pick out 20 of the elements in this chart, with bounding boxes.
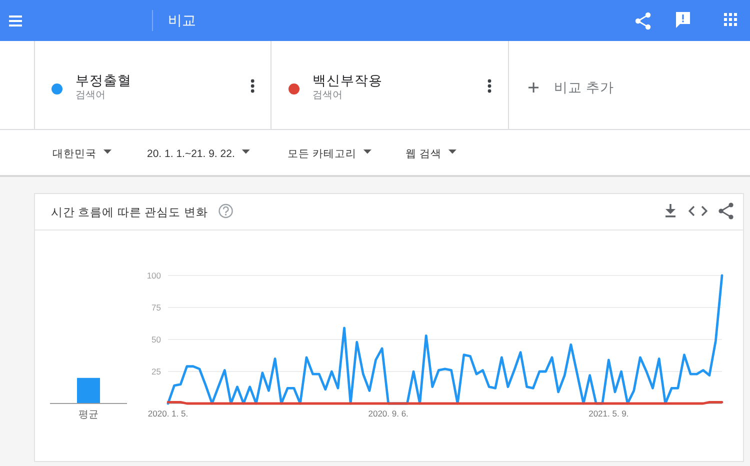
text: 비교	[168, 12, 196, 28]
text: 검색어	[76, 90, 106, 101]
line-series	[166, 274, 724, 405]
chart-title: 시간 흐름에 따른 관심도 변화	[51, 207, 208, 219]
x-tick-label: 평균	[78, 410, 98, 420]
text: 20. 1. 1.~21. 9. 22.	[147, 148, 235, 160]
legend-label: 부정출혈	[76, 73, 132, 88]
text: 검색어	[312, 90, 342, 101]
x-tick-label: 2020. 9. 6.	[368, 408, 408, 418]
text: 모든 카테고리	[288, 148, 356, 160]
y-tick-label: 50	[152, 334, 162, 344]
text: 웹 검색	[406, 148, 442, 160]
y-tick-label: 25	[152, 366, 162, 376]
text: 비교 추가	[554, 80, 614, 95]
x-tick-label: 2020. 1. 5.	[148, 408, 188, 418]
legend-label: 백신부작용	[312, 73, 382, 88]
text: 대한민국	[52, 148, 96, 160]
y-tick-label: 75	[152, 302, 162, 312]
y-tick-label: 100	[146, 270, 162, 280]
x-tick-label: 2021. 5. 9.	[588, 408, 629, 418]
